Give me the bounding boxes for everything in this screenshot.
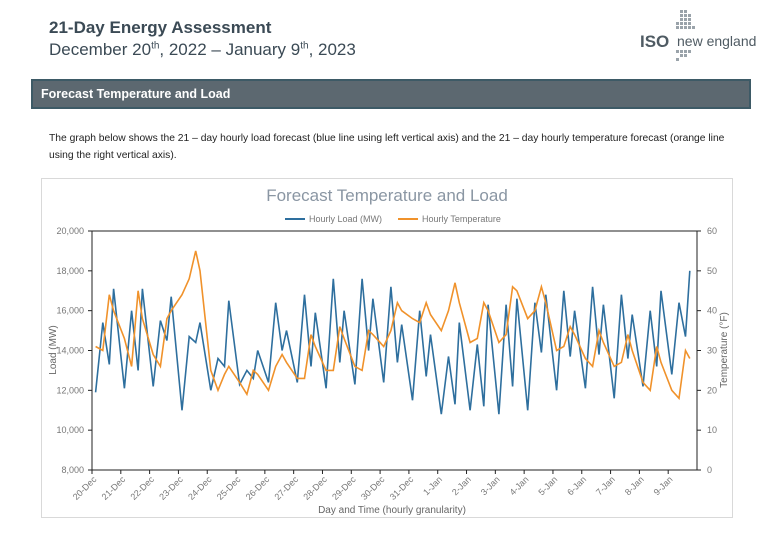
x-tick-label: 8-Jan bbox=[623, 474, 646, 497]
y-tick-label: 10,000 bbox=[56, 425, 84, 435]
y2-tick-label: 10 bbox=[707, 425, 717, 435]
date-part: , 2022 – January 9 bbox=[159, 40, 301, 59]
x-tick-label: 27-Dec bbox=[272, 474, 300, 502]
x-axis-label: Day and Time (hourly granularity) bbox=[318, 505, 466, 516]
y-tick-label: 8,000 bbox=[61, 465, 84, 475]
y2-tick-label: 30 bbox=[707, 346, 717, 356]
x-tick-label: 22-Dec bbox=[128, 474, 156, 502]
date-part: December 20 bbox=[49, 40, 152, 59]
chart-title: Forecast Temperature and Load bbox=[266, 186, 508, 205]
date-part: , 2023 bbox=[308, 40, 356, 59]
series-line bbox=[94, 270, 691, 415]
logo-map bbox=[676, 10, 695, 61]
series-line bbox=[95, 250, 691, 401]
logo-iso: ISO bbox=[640, 32, 669, 51]
y2-axis-label: Temperature (°F) bbox=[719, 312, 730, 388]
x-tick-label: 7-Jan bbox=[594, 474, 617, 497]
x-tick-label: 4-Jan bbox=[508, 474, 531, 497]
y-tick-label: 14,000 bbox=[56, 346, 84, 356]
y2-tick-label: 60 bbox=[707, 226, 717, 236]
x-tick-label: 30-Dec bbox=[359, 474, 387, 502]
section-heading: Forecast Temperature and Load bbox=[31, 79, 751, 109]
x-tick-label: 28-Dec bbox=[301, 474, 329, 502]
chart-frame bbox=[41, 178, 733, 518]
x-tick-label: 25-Dec bbox=[215, 474, 243, 502]
x-tick-label: 24-Dec bbox=[186, 474, 214, 502]
x-tick-label: 20-Dec bbox=[71, 474, 99, 502]
logo-name: new england bbox=[677, 33, 756, 49]
y-tick-label: 20,000 bbox=[56, 226, 84, 236]
x-tick-label: 26-Dec bbox=[244, 474, 272, 502]
doc-title: 21-Day Energy Assessment bbox=[49, 18, 272, 37]
date-sup: th bbox=[300, 40, 309, 52]
x-tick-label: 3-Jan bbox=[479, 474, 502, 497]
legend-label: Hourly Temperature bbox=[422, 214, 501, 224]
x-tick-label: 21-Dec bbox=[100, 474, 128, 502]
x-tick-label: 9-Jan bbox=[652, 474, 675, 497]
x-tick-label: 31-Dec bbox=[388, 474, 416, 502]
x-tick-label: 5-Jan bbox=[536, 474, 559, 497]
y2-tick-label: 50 bbox=[707, 266, 717, 276]
y2-tick-label: 0 bbox=[707, 465, 712, 475]
x-tick-label: 2-Jan bbox=[450, 474, 473, 497]
y-tick-label: 12,000 bbox=[56, 385, 84, 395]
logo: ISO new england bbox=[640, 10, 756, 61]
paragraph: The graph below shows the 21 – day hourl… bbox=[49, 133, 725, 161]
x-tick-label: 6-Jan bbox=[565, 474, 588, 497]
legend-label: Hourly Load (MW) bbox=[309, 214, 382, 224]
y2-tick-label: 40 bbox=[707, 306, 717, 316]
x-tick-label: 23-Dec bbox=[157, 474, 185, 502]
date-sup: th bbox=[151, 40, 160, 52]
y-tick-label: 16,000 bbox=[56, 306, 84, 316]
date-range: December 20th, 2022 – January 9th, 2023 bbox=[49, 40, 356, 60]
y-tick-label: 18,000 bbox=[56, 266, 84, 276]
y2-tick-label: 20 bbox=[707, 385, 717, 395]
y-axis-label: Load (MW) bbox=[48, 325, 59, 374]
x-tick-label: 1-Jan bbox=[421, 474, 444, 497]
x-tick-label: 29-Dec bbox=[330, 474, 358, 502]
